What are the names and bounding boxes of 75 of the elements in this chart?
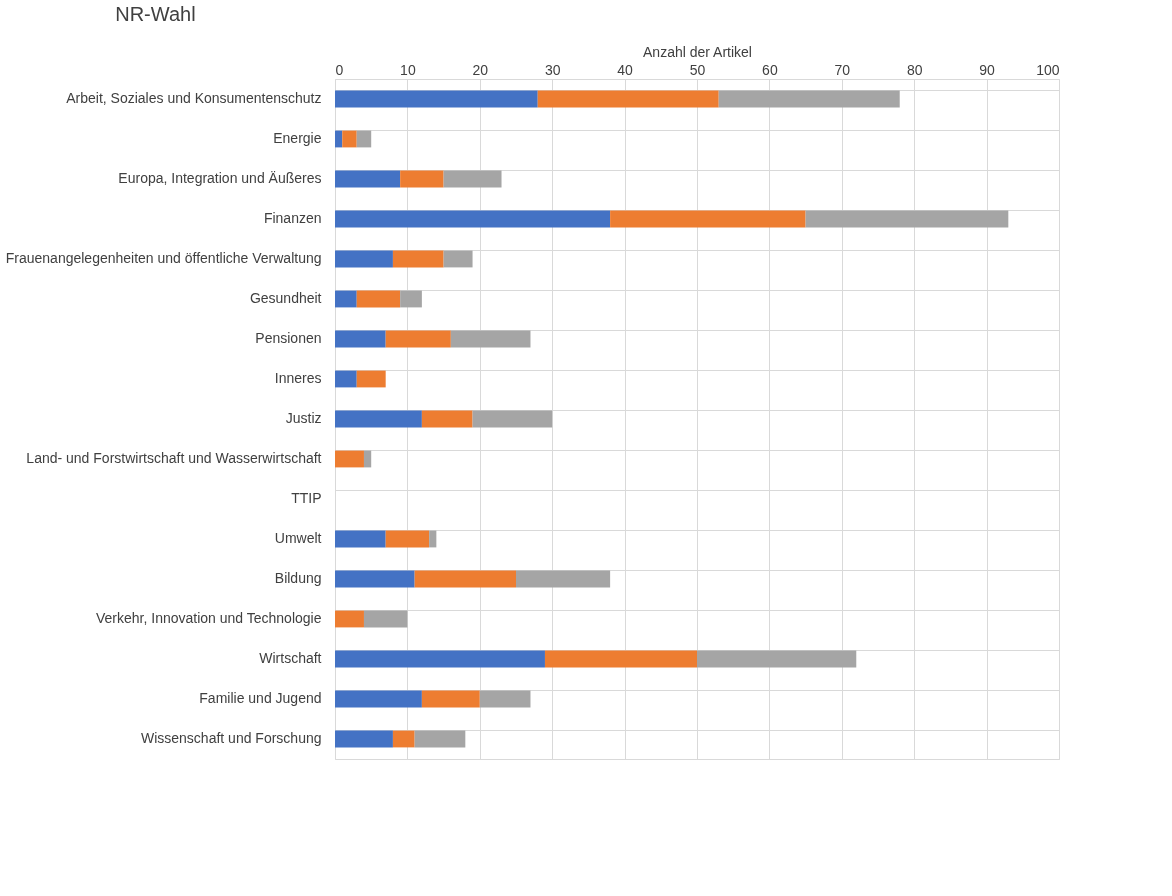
y-tick-label: Justiz (285, 410, 322, 426)
y-tick-label: TTIP (291, 490, 322, 506)
bar (718, 90, 900, 108)
bar (335, 330, 386, 348)
y-tick-label: Wirtschaft (259, 650, 322, 666)
bar (479, 690, 531, 708)
bar (356, 130, 372, 148)
x-tick-label: 90 (979, 61, 996, 78)
y-tick-label: Finanzen (263, 210, 322, 226)
bar (335, 410, 422, 428)
y-tick-label: Frauenangelegenheiten und öffentliche Verwaltung (5, 250, 322, 266)
bar (363, 450, 372, 468)
bar (335, 250, 393, 268)
bar (335, 730, 393, 748)
x-tick-label: 0 (335, 61, 344, 78)
bar (335, 610, 364, 628)
bar (356, 290, 401, 308)
bar (392, 250, 444, 268)
x-tick-label: 100 (1036, 61, 1060, 78)
y-tick-label: Familie und Jugend (199, 690, 322, 706)
bar (697, 650, 857, 668)
bar (472, 410, 553, 428)
bar (335, 210, 611, 228)
bar (610, 210, 806, 228)
bar (537, 90, 719, 108)
y-tick-label: Umwelt (274, 530, 322, 546)
bar (805, 210, 1009, 228)
bar (400, 290, 422, 308)
bar (385, 330, 451, 348)
bar (335, 370, 357, 388)
bar (443, 250, 473, 268)
bar (342, 130, 357, 148)
text: NR-Wahl (115, 3, 196, 25)
bar (392, 730, 415, 748)
bar (335, 290, 357, 308)
bar (421, 690, 480, 708)
bar (516, 570, 611, 588)
bar (335, 690, 422, 708)
x-tick-label: 30 (544, 61, 561, 78)
x-tick-label: 60 (762, 61, 778, 78)
y-tick-label: Pensionen (255, 330, 322, 346)
bar (335, 90, 538, 108)
x-tick-label: 20 (472, 61, 489, 78)
bar (414, 730, 466, 748)
bar (429, 530, 437, 548)
bar (443, 170, 502, 188)
y-tick-label: Energie (273, 130, 322, 146)
bar (421, 410, 473, 428)
x-tick-label: 10 (400, 61, 416, 78)
y-tick-label: Arbeit, Soziales und Konsumentenschutz (66, 90, 322, 106)
bar (400, 170, 444, 188)
y-tick-label: Europa, Integration und Äußeres (118, 170, 322, 186)
bar (385, 530, 430, 548)
y-tick-label: Land- und Forstwirtschaft und Wasserwirtschaft (26, 450, 322, 466)
y-tick-label: Bildung (274, 570, 322, 586)
bar (335, 450, 364, 468)
bar (335, 650, 545, 668)
bar (544, 650, 697, 668)
bar (335, 570, 415, 588)
y-tick-label: Wissenschaft und Forschung (140, 730, 322, 746)
bar (356, 370, 386, 388)
bar (335, 170, 401, 188)
bar (335, 530, 386, 548)
x-tick-label: 50 (689, 61, 706, 78)
y-tick-label: Verkehr, Innovation und Technologie (96, 610, 322, 626)
y-tick-label: Gesundheit (249, 290, 322, 306)
bar (335, 130, 343, 148)
bar (450, 330, 531, 348)
bar (414, 570, 516, 588)
x-tick-label: 70 (834, 61, 851, 78)
y-tick-label: Inneres (274, 370, 322, 386)
x-tick-label: 80 (906, 61, 923, 78)
x-axis-title: Anzahl der Artikel (643, 43, 752, 60)
x-tick-label: 40 (617, 61, 634, 78)
bar (363, 610, 408, 628)
